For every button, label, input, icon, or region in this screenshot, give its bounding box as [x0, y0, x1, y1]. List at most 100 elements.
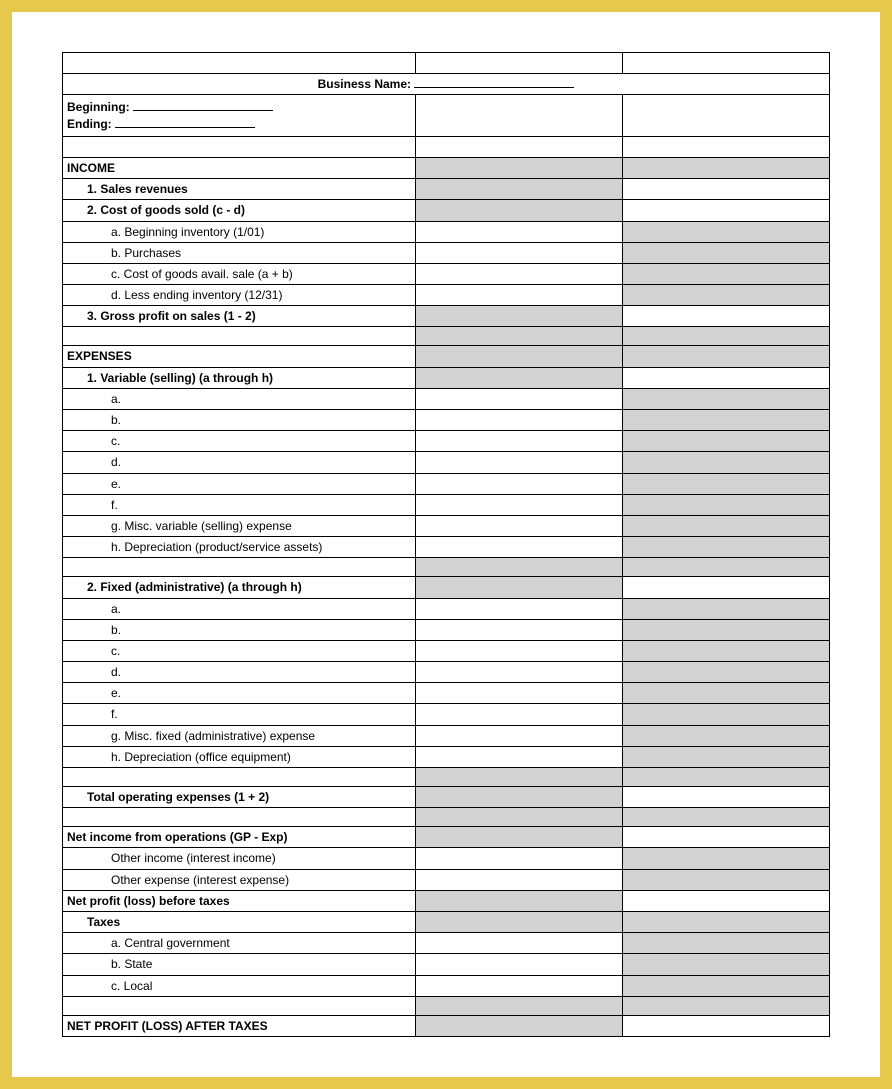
row-label: a.	[63, 388, 416, 409]
value-cell-a	[415, 768, 622, 787]
value-cell-b	[622, 1015, 829, 1036]
table-row: 1. Sales revenues	[63, 179, 830, 200]
value-cell-a	[415, 704, 622, 725]
value-cell-b	[622, 827, 829, 848]
row-label	[63, 768, 416, 787]
value-cell-b	[622, 537, 829, 558]
value-cell-a	[415, 179, 622, 200]
value-cell-a	[415, 306, 622, 327]
value-cell-b	[622, 410, 829, 431]
row-label: d.	[63, 662, 416, 683]
row-label: 3. Gross profit on sales (1 - 2)	[63, 306, 416, 327]
row-label: Taxes	[63, 911, 416, 932]
table-row: g. Misc. variable (selling) expense	[63, 515, 830, 536]
table-row	[63, 136, 830, 157]
row-label: a.	[63, 598, 416, 619]
table-row: 1. Variable (selling) (a through h)	[63, 367, 830, 388]
table-row: Net income from operations (GP - Exp)	[63, 827, 830, 848]
empty-cell	[63, 53, 416, 74]
row-label: 1. Sales revenues	[63, 179, 416, 200]
value-cell-a	[415, 577, 622, 598]
value-cell-a	[415, 537, 622, 558]
row-label: 2. Fixed (administrative) (a through h)	[63, 577, 416, 598]
row-label: a. Central government	[63, 933, 416, 954]
value-cell-b	[622, 242, 829, 263]
value-cell-a	[415, 725, 622, 746]
value-cell-a	[415, 388, 622, 409]
value-cell-b	[622, 848, 829, 869]
value-cell-b	[622, 179, 829, 200]
row-label: g. Misc. variable (selling) expense	[63, 515, 416, 536]
value-cell-b	[622, 640, 829, 661]
table-row: f.	[63, 704, 830, 725]
value-cell-b	[622, 598, 829, 619]
table-row: d.	[63, 452, 830, 473]
value-cell-b	[622, 933, 829, 954]
row-label: c.	[63, 431, 416, 452]
table-row: f.	[63, 494, 830, 515]
value-cell-a	[415, 869, 622, 890]
table-row: e.	[63, 683, 830, 704]
value-cell-a	[415, 746, 622, 767]
table-row: h. Depreciation (product/service assets)	[63, 537, 830, 558]
table-row: a. Central government	[63, 933, 830, 954]
value-cell-a	[415, 996, 622, 1015]
value-cell-b	[622, 683, 829, 704]
table-row: c.	[63, 431, 830, 452]
table-row: b. State	[63, 954, 830, 975]
value-cell-a	[415, 787, 622, 808]
value-cell-b	[622, 808, 829, 827]
value-cell-b	[622, 200, 829, 221]
row-label: Total operating expenses (1 + 2)	[63, 787, 416, 808]
value-cell-a	[415, 808, 622, 827]
row-label: e.	[63, 683, 416, 704]
value-cell-b	[622, 768, 829, 787]
value-cell-b	[622, 558, 829, 577]
row-label: Net income from operations (GP - Exp)	[63, 827, 416, 848]
value-cell-b	[622, 515, 829, 536]
row-label: b. State	[63, 954, 416, 975]
row-label: c. Cost of goods avail. sale (a + b)	[63, 263, 416, 284]
table-row	[63, 768, 830, 787]
value-cell-b	[622, 911, 829, 932]
value-cell-b	[622, 890, 829, 911]
value-cell-a	[415, 452, 622, 473]
row-label: h. Depreciation (product/service assets)	[63, 537, 416, 558]
value-cell-a	[415, 619, 622, 640]
value-cell-b	[622, 787, 829, 808]
table-row: Beginning: Ending:	[63, 95, 830, 136]
row-label: 1. Variable (selling) (a through h)	[63, 367, 416, 388]
value-cell-a	[415, 975, 622, 996]
value-cell-b	[622, 367, 829, 388]
empty-cell	[415, 136, 622, 157]
value-cell-b	[622, 346, 829, 367]
row-label: f.	[63, 494, 416, 515]
value-cell-b	[622, 388, 829, 409]
row-label: NET PROFIT (LOSS) AFTER TAXES	[63, 1015, 416, 1036]
table-row: 2. Fixed (administrative) (a through h)	[63, 577, 830, 598]
business-name-blank	[414, 77, 574, 88]
value-cell-a	[415, 242, 622, 263]
value-cell-b	[622, 221, 829, 242]
empty-cell	[415, 53, 622, 74]
table-row: d.	[63, 662, 830, 683]
table-row: e.	[63, 473, 830, 494]
value-cell-a	[415, 367, 622, 388]
table-row: b.	[63, 410, 830, 431]
value-cell-b	[622, 494, 829, 515]
row-label: h. Depreciation (office equipment)	[63, 746, 416, 767]
table-row	[63, 996, 830, 1015]
table-row	[63, 327, 830, 346]
table-row: NET PROFIT (LOSS) AFTER TAXES	[63, 1015, 830, 1036]
value-cell-b	[622, 975, 829, 996]
empty-cell	[622, 95, 829, 136]
value-cell-a	[415, 221, 622, 242]
ending-blank	[115, 117, 255, 128]
table-row: h. Depreciation (office equipment)	[63, 746, 830, 767]
value-cell-a	[415, 200, 622, 221]
table-row: INCOME	[63, 157, 830, 178]
row-label: Other income (interest income)	[63, 848, 416, 869]
value-cell-a	[415, 515, 622, 536]
table-row: Other expense (interest expense)	[63, 869, 830, 890]
value-cell-a	[415, 598, 622, 619]
